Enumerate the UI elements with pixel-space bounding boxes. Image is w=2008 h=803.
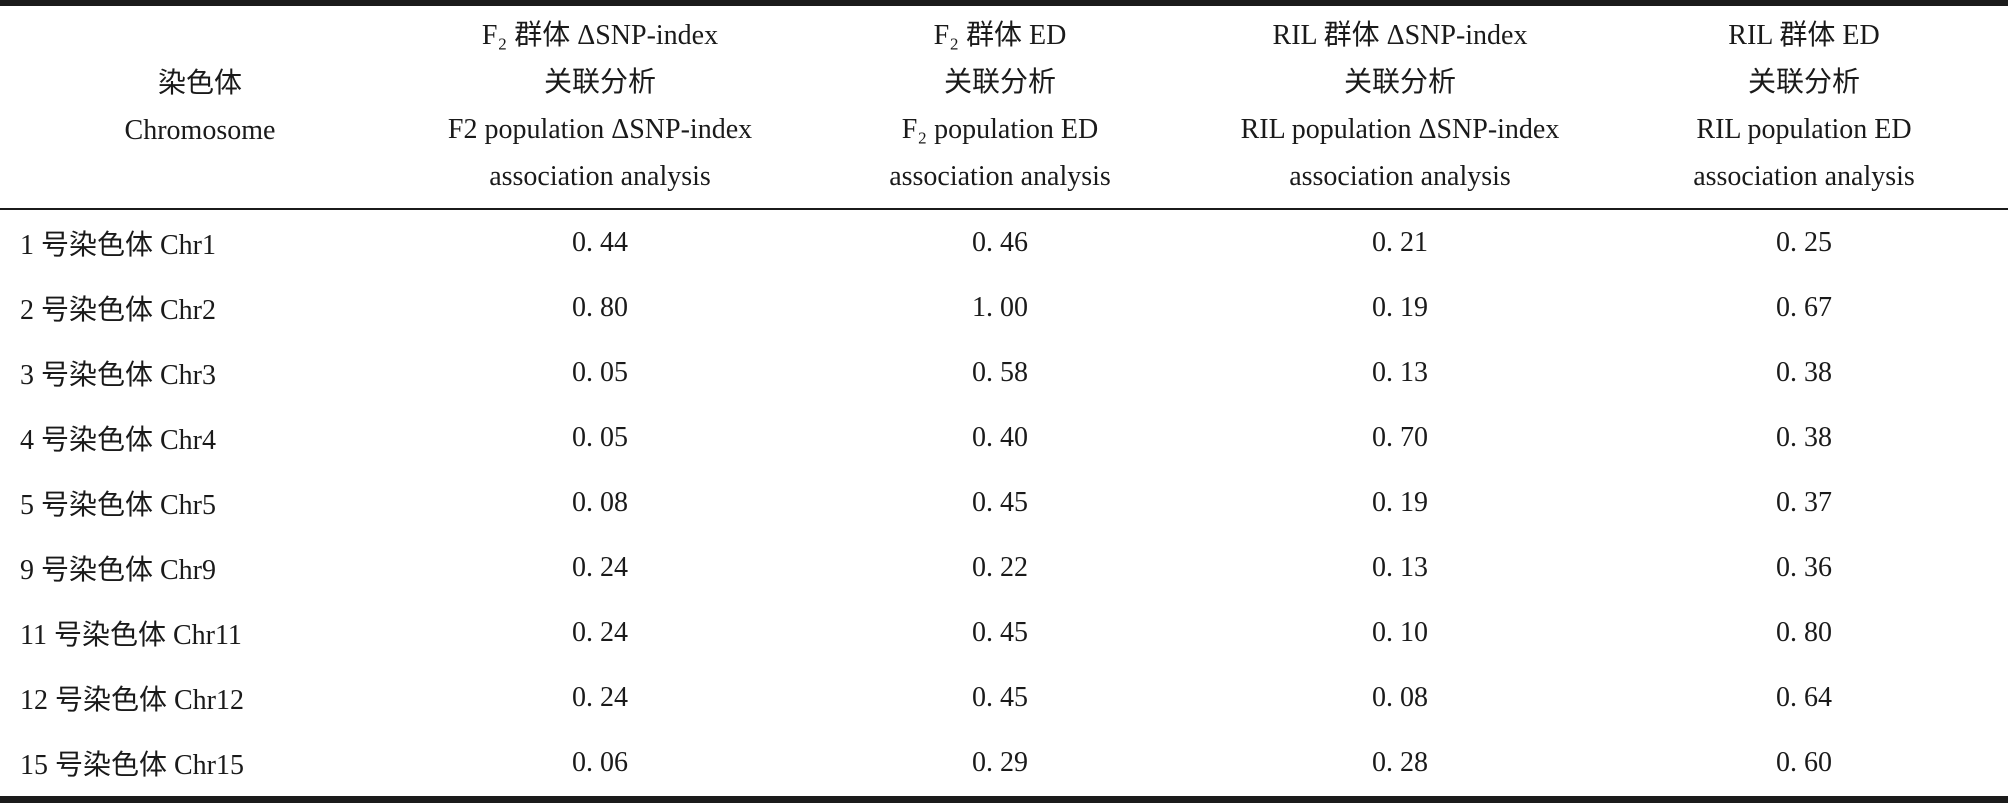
- table-cell: 0. 19: [1372, 291, 1428, 323]
- table-body: 1 号染色体 Chr1 0. 44 0. 46 0. 21 0. 25 2 号染…: [0, 210, 2008, 796]
- table-cell: 0. 06: [572, 746, 628, 778]
- table-top-rule: [0, 0, 2008, 6]
- row-label: 15 号染色体 Chr15: [20, 749, 245, 781]
- table-cell: 0. 80: [1776, 616, 1832, 648]
- table-cell: 0. 05: [572, 421, 628, 453]
- table-cell: 0. 29: [972, 746, 1028, 778]
- table-header-rule: [0, 208, 2008, 210]
- table-cell: 0. 24: [572, 551, 628, 583]
- header-line: F₂ 群体 ΔSNP-index: [481, 20, 719, 51]
- header-ril-ed: RIL 群体 ED 关联分析 RIL population ED associa…: [1600, 6, 2008, 208]
- header-line: association analysis: [1693, 161, 1915, 192]
- table-cell: 0. 80: [572, 291, 628, 323]
- table-cell: 0. 10: [1372, 616, 1428, 648]
- header-line: 关联分析: [943, 67, 1056, 98]
- row-label: 11 号染色体 Chr11: [20, 619, 242, 651]
- header-line: F₂ population ED: [901, 114, 1099, 145]
- table-cell: 0. 46: [972, 226, 1028, 258]
- table-row: 4 号染色体 Chr4 0. 05 0. 40 0. 70 0. 38: [0, 405, 2008, 470]
- header-ril-dsnp-index: RIL 群体 ΔSNP-index 关联分析 RIL population ΔS…: [1200, 6, 1600, 208]
- header-line: F₂ 群体 ED: [933, 20, 1067, 51]
- table-cell: 0. 70: [1372, 421, 1428, 453]
- table-bottom-rule: [0, 796, 2008, 803]
- table-cell: 0. 37: [1776, 486, 1832, 518]
- header-line: association analysis: [489, 161, 711, 192]
- table-header-row: 染色体 Chromosome F₂ 群体 ΔSNP-index 关联分析 F2 …: [0, 6, 2008, 208]
- header-line: RIL population ΔSNP-index: [1240, 114, 1560, 145]
- row-label: 12 号染色体 Chr12: [20, 684, 245, 716]
- row-label: 9 号染色体 Chr9: [20, 554, 217, 586]
- header-f2-ed: F₂ 群体 ED 关联分析 F₂ population ED associati…: [800, 6, 1200, 208]
- table-cell: 0. 58: [972, 356, 1028, 388]
- table-cell: 0. 08: [1372, 681, 1428, 713]
- header-chromosome-zh: 染色体: [157, 68, 242, 99]
- table-cell: 0. 67: [1776, 291, 1832, 323]
- table-row: 5 号染色体 Chr5 0. 08 0. 45 0. 19 0. 37: [0, 470, 2008, 535]
- header-line: RIL population ED: [1696, 114, 1912, 145]
- table-cell: 0. 38: [1776, 356, 1832, 388]
- header-line: RIL 群体 ED: [1728, 20, 1880, 51]
- header-chromosome: 染色体 Chromosome: [0, 6, 400, 208]
- table-cell: 0. 24: [572, 681, 628, 713]
- table-row: 3 号染色体 Chr3 0. 05 0. 58 0. 13 0. 38: [0, 340, 2008, 405]
- table-cell: 0. 13: [1372, 356, 1428, 388]
- table-cell: 0. 45: [972, 486, 1028, 518]
- header-f2-dsnp-index: F₂ 群体 ΔSNP-index 关联分析 F2 population ΔSNP…: [400, 6, 800, 208]
- table-row: 1 号染色体 Chr1 0. 44 0. 46 0. 21 0. 25: [0, 210, 2008, 275]
- table-row: 12 号染色体 Chr12 0. 24 0. 45 0. 08 0. 64: [0, 665, 2008, 730]
- table-cell: 0. 13: [1372, 551, 1428, 583]
- table-cell: 0. 38: [1776, 421, 1832, 453]
- row-label: 5 号染色体 Chr5: [20, 489, 217, 521]
- table-row: 2 号染色体 Chr2 0. 80 1. 00 0. 19 0. 67: [0, 275, 2008, 340]
- table-cell: 0. 40: [972, 421, 1028, 453]
- table-cell: 0. 36: [1776, 551, 1832, 583]
- header-chromosome-en: Chromosome: [124, 115, 276, 146]
- row-label: 1 号染色体 Chr1: [20, 229, 217, 261]
- table-cell: 0. 22: [972, 551, 1028, 583]
- table-cell: 0. 05: [572, 356, 628, 388]
- table-row: 11 号染色体 Chr11 0. 24 0. 45 0. 10 0. 80: [0, 600, 2008, 665]
- header-line: 关联分析: [543, 67, 656, 98]
- table-cell: 0. 28: [1372, 746, 1428, 778]
- table-row: 9 号染色体 Chr9 0. 24 0. 22 0. 13 0. 36: [0, 535, 2008, 600]
- header-line: association analysis: [1289, 161, 1511, 192]
- table-cell: 0. 08: [572, 486, 628, 518]
- table-cell: 0. 21: [1372, 226, 1428, 258]
- header-line: 关联分析: [1747, 67, 1860, 98]
- header-line: 关联分析: [1343, 67, 1456, 98]
- table-cell: 0. 19: [1372, 486, 1428, 518]
- table-cell: 0. 60: [1776, 746, 1832, 778]
- row-label: 3 号染色体 Chr3: [20, 359, 217, 391]
- table-cell: 0. 64: [1776, 681, 1832, 713]
- table-cell: 0. 45: [972, 681, 1028, 713]
- table-cell: 0. 45: [972, 616, 1028, 648]
- table-cell: 0. 24: [572, 616, 628, 648]
- row-label: 4 号染色体 Chr4: [20, 424, 217, 456]
- table-cell: 0. 44: [572, 226, 628, 258]
- header-line: F2 population ΔSNP-index: [447, 114, 753, 145]
- header-line: RIL 群体 ΔSNP-index: [1272, 20, 1528, 51]
- table-cell: 1. 00: [972, 291, 1028, 323]
- header-line: association analysis: [889, 161, 1111, 192]
- row-label: 2 号染色体 Chr2: [20, 294, 217, 326]
- table-cell: 0. 25: [1776, 226, 1832, 258]
- table-row: 15 号染色体 Chr15 0. 06 0. 29 0. 28 0. 60: [0, 730, 2008, 795]
